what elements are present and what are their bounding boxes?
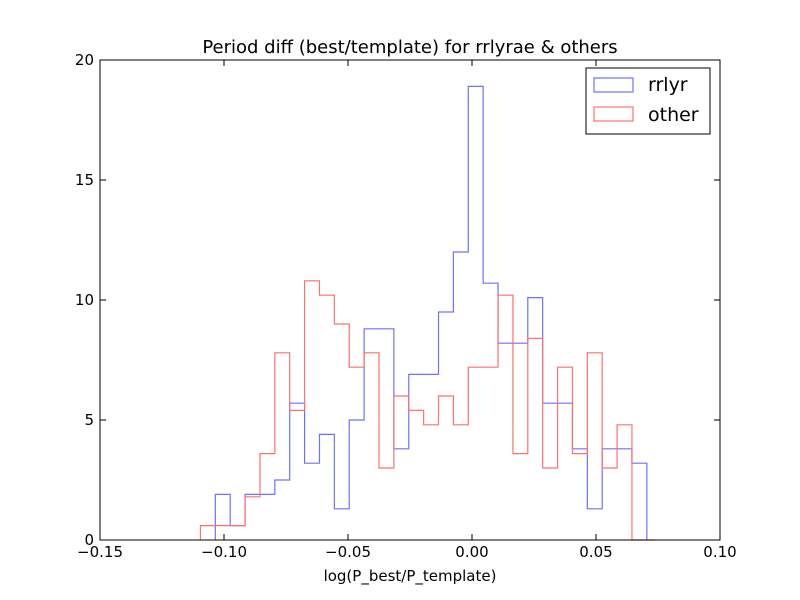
histogram-bin-other [409, 410, 424, 540]
histogram-bin-other [200, 526, 230, 540]
legend-swatch-rrlyr [593, 77, 634, 93]
histogram-bin-other [439, 396, 454, 540]
histogram-bin-other [349, 367, 364, 540]
histogram-bin-other [513, 454, 528, 540]
histogram-bin-other [275, 353, 290, 540]
histogram-series-layer [199, 85, 655, 541]
legend-box [585, 67, 711, 135]
x-tick-label: −0.10 [201, 543, 247, 561]
histogram-bin-other [558, 367, 573, 540]
chart-title: Period diff (best/template) for rrlyrae … [202, 37, 617, 58]
histogram-bin-other [617, 425, 632, 540]
legend: rrlyr other [585, 67, 711, 135]
histogram-bin-other [334, 324, 349, 540]
histogram-bin-other [260, 454, 275, 540]
y-tick-label: 0 [84, 531, 94, 549]
x-tick-label: −0.15 [77, 543, 123, 561]
histogram-bin-other [498, 295, 513, 540]
legend-swatch-other [593, 106, 634, 122]
histogram-bin-other [528, 338, 543, 540]
y-tick-label: 10 [75, 291, 94, 309]
histogram-bin-other [379, 468, 394, 540]
x-tick-label: 0.05 [579, 543, 612, 561]
histogram-bin-other [602, 468, 617, 540]
histogram-bin-other [394, 396, 409, 540]
histogram-bin-other [453, 425, 468, 540]
x-tick-label: 0.10 [703, 543, 736, 561]
histogram-bin-other [290, 410, 305, 540]
histogram-bin-rrlyr [632, 463, 647, 540]
histogram-bin-other [543, 468, 558, 540]
histogram-series-other [199, 280, 655, 541]
histogram-bin-other [364, 353, 379, 540]
histogram-bin-other [319, 295, 334, 540]
legend-label-other: other [648, 104, 699, 126]
histogram-bin-other [424, 425, 439, 540]
histogram-bin-other [468, 367, 498, 540]
histogram-bin-other [245, 497, 260, 540]
histogram-series-rrlyr [214, 85, 648, 540]
histogram-bin-other [230, 526, 245, 540]
y-tick-label: 20 [75, 51, 94, 69]
y-tick-label: 5 [84, 411, 94, 429]
y-tick-label: 15 [75, 171, 94, 189]
axis-ticks: −0.15 −0.10 −0.05 0.00 0.05 0.10 0 5 10 15 20 [75, 51, 737, 561]
histogram-bin-other [305, 281, 320, 540]
x-tick-label: −0.05 [325, 543, 371, 561]
x-axis-label: log(P_best/P_template) [324, 567, 497, 586]
x-tick-label: 0.00 [455, 543, 488, 561]
histogram-bin-other [572, 454, 587, 540]
histogram-bin-other [587, 353, 602, 540]
legend-label-rrlyr: rrlyr [648, 74, 688, 96]
